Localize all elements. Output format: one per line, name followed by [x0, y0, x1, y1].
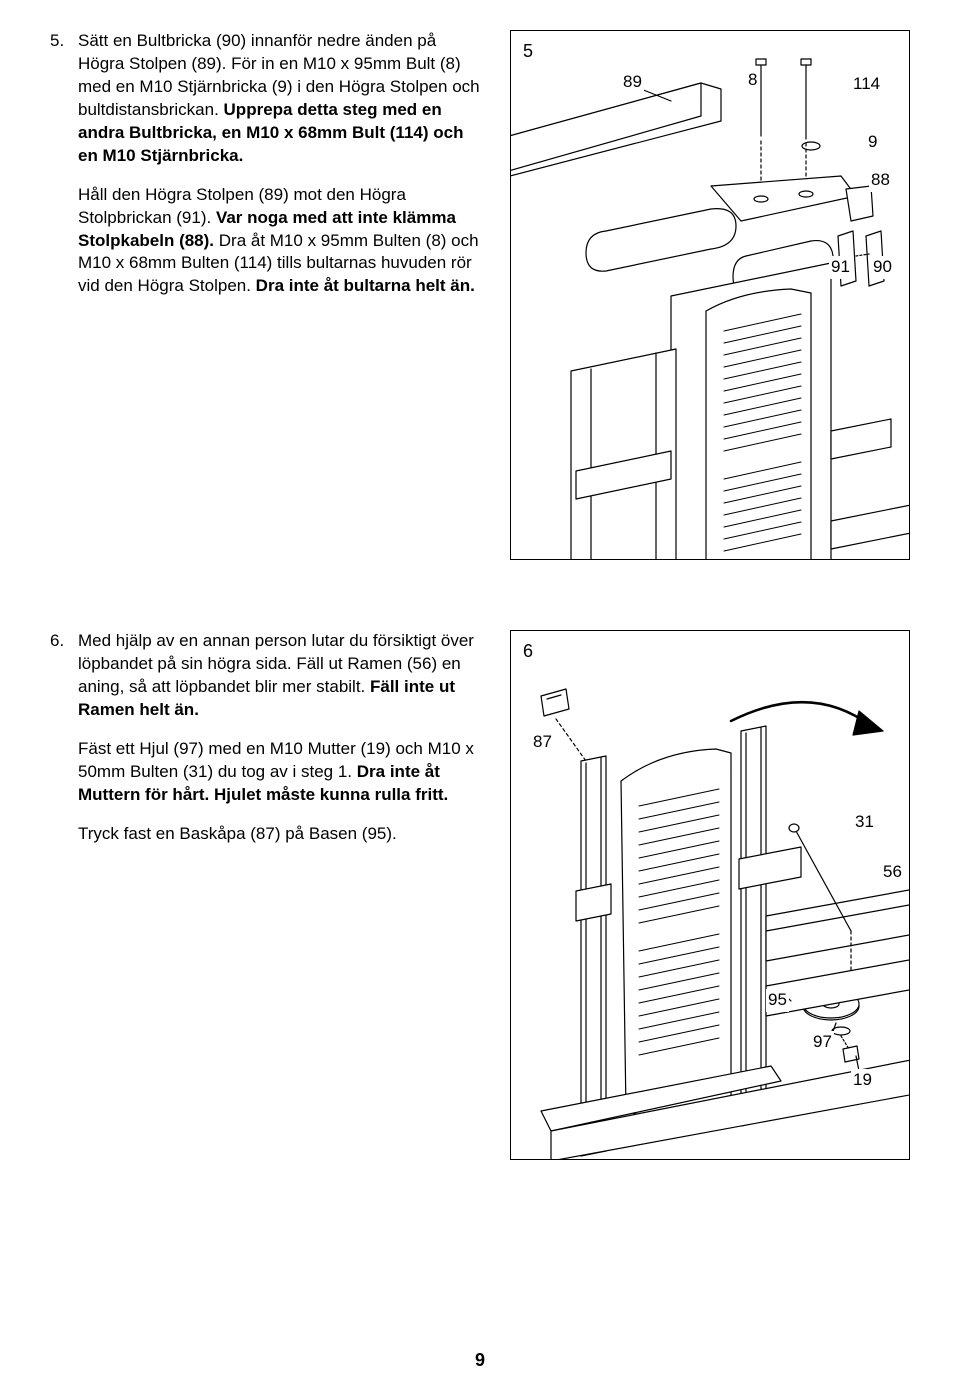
step-5-row: 5. Sätt en Bultbricka (90) innanför nedr… — [50, 30, 910, 560]
callout-31: 31 — [853, 811, 876, 834]
callout-97: 97 — [811, 1031, 834, 1054]
step-5-para-2: Håll den Högra Stolpen (89) mot den Högr… — [78, 184, 480, 299]
callout-19: 19 — [851, 1069, 874, 1092]
step-6-text: 6. Med hjälp av en annan person lutar du… — [50, 630, 480, 1160]
figure-5-drawing — [511, 31, 910, 560]
callout-8: 8 — [746, 69, 759, 92]
figure-5: 5 — [510, 30, 910, 560]
callout-114: 114 — [851, 73, 882, 96]
step-6-para-3: Tryck fast en Baskåpa (87) på Basen (95)… — [78, 823, 480, 846]
callout-89: 89 — [621, 71, 644, 94]
step-6-para-1: Med hjälp av en annan person lutar du fö… — [78, 630, 480, 722]
callout-9: 9 — [866, 131, 879, 154]
step-6-body: Med hjälp av en annan person lutar du fö… — [78, 630, 480, 1160]
step-6-para-2: Fäst ett Hjul (97) med en M10 Mutter (19… — [78, 738, 480, 807]
step-6-row: 6. Med hjälp av en annan person lutar du… — [50, 630, 910, 1160]
callout-88: 88 — [869, 169, 892, 192]
callout-87: 87 — [531, 731, 554, 754]
step-5-number: 5. — [50, 30, 78, 560]
callout-91: 91 — [829, 256, 852, 279]
step-6-number: 6. — [50, 630, 78, 1160]
page-number: 9 — [0, 1348, 960, 1372]
callout-95: 95 — [766, 989, 789, 1012]
step-5-body: Sätt en Bultbricka (90) innanför nedre ä… — [78, 30, 480, 560]
figure-6: 6 — [510, 630, 910, 1160]
callout-56: 56 — [881, 861, 904, 884]
step-5-para-1: Sätt en Bultbricka (90) innanför nedre ä… — [78, 30, 480, 168]
callout-90: 90 — [871, 256, 894, 279]
step-5-text: 5. Sätt en Bultbricka (90) innanför nedr… — [50, 30, 480, 560]
